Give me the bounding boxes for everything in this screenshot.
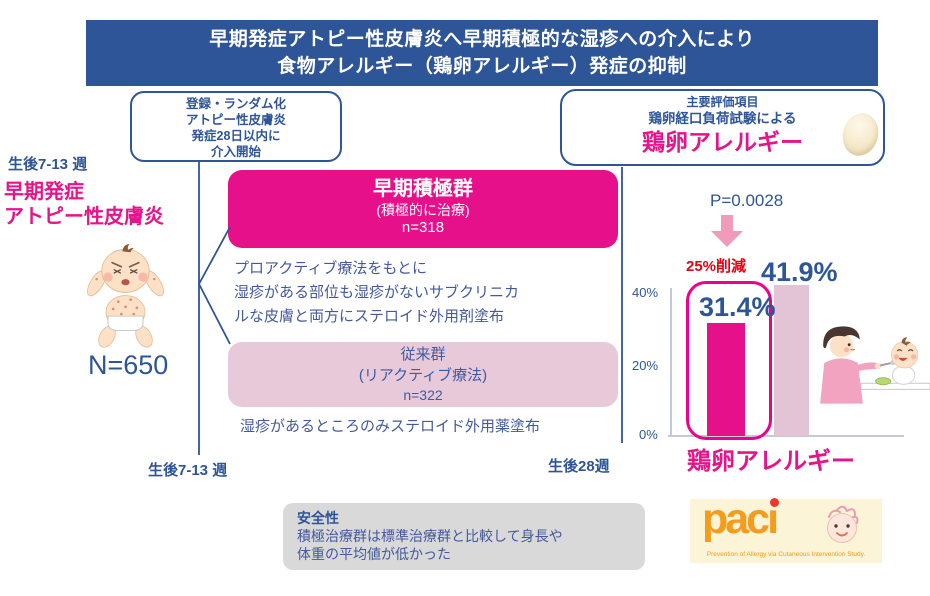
safety-line-2: 体重の平均値が低かった	[297, 546, 451, 562]
primary-endpoint-box: 主要評価項目 鶏卵経口負荷試験による 鶏卵アレルギー	[560, 89, 885, 166]
endpoint-line-1: 主要評価項目	[686, 95, 759, 109]
active-description-line-1: プロアクティブ療法をもとに	[234, 260, 428, 277]
conventional-value-label: 41.9%	[761, 257, 838, 287]
randomization-line-3: 発症28日以内に	[191, 129, 281, 143]
reduction-label: 25%削減	[686, 258, 747, 275]
timeline-end-label: 生後28週	[548, 458, 610, 475]
randomization-box: 登録・ランダム化 アトピー性皮膚炎 発症28日以内に 介入開始	[130, 91, 342, 162]
conventional-group-box: 従来群 (リアクティブ療法) n=322	[228, 342, 618, 407]
condition-label-line-2: アトピー性皮膚炎	[4, 206, 164, 228]
active-value-label: 31.4%	[699, 292, 776, 322]
safety-line-1: 積極治療群は標準治療群と比較して身長や	[297, 528, 563, 544]
randomization-line-4: 介入開始	[210, 145, 261, 159]
active-group-name: 早期積極群	[373, 178, 473, 200]
crying-baby-with-rash-icon	[78, 240, 173, 348]
randomization-line-1: 登録・ランダム化	[185, 97, 286, 111]
y-axis-tick-20: 20%	[632, 358, 659, 373]
conventional-group-bar	[774, 285, 809, 436]
age-label-top-left: 生後7-13 週	[8, 156, 88, 173]
y-axis-tick-40: 40%	[632, 285, 659, 300]
endpoint-line-2: 鶏卵経口負荷試験による	[648, 111, 797, 126]
baby-face-icon	[820, 503, 864, 547]
p-value-label: P=0.0028	[710, 191, 784, 210]
total-enrollment-label: N=650	[88, 350, 169, 380]
conventional-group-name: 従来群	[400, 346, 446, 363]
title-banner: 早期発症アトピー性皮膚炎へ早期積極的な湿疹への介入により 食物アレルギー（鶏卵ア…	[86, 20, 878, 86]
mother-feeding-baby-icon	[810, 316, 930, 416]
conventional-group-subtitle: (リアクティブ療法)	[358, 367, 488, 384]
timeline-start-label: 生後7-13 週	[148, 462, 228, 479]
active-description-line-3: ルな皮膚と両方にステロイド外用剤塗布	[234, 308, 505, 325]
safety-title: 安全性	[297, 510, 339, 526]
active-description-line-2: 湿疹がある部位も湿疹がないサブクリニカ	[234, 284, 520, 301]
chart-y-axis	[670, 288, 672, 436]
active-bar-highlight-outline	[686, 281, 772, 440]
down-arrow-icon	[711, 215, 743, 248]
active-group-box: 早期積極群 (積極的に治療) n=318	[228, 170, 618, 248]
chart-outcome-label: 鶏卵アレルギー	[687, 448, 855, 475]
safety-box: 安全性 積極治療群は標準治療群と比較して身長や 体重の平均値が低かった	[283, 503, 645, 570]
paci-logo-dot	[770, 498, 780, 507]
active-group-bar	[707, 322, 745, 436]
paci-study-logo: pacı Prevention of Allergy via Cutaneous…	[690, 495, 882, 563]
paci-logo-subtitle: Prevention of Allergy via Cutaneous Inte…	[706, 551, 866, 558]
active-group-description: プロアクティブ療法をもとに 湿疹がある部位も湿疹がないサブクリニカ ルな皮膚と両…	[234, 257, 626, 329]
endpoint-line-3: 鶏卵アレルギー	[642, 129, 803, 155]
branch-line-bottom	[198, 283, 231, 345]
y-axis-tick-0: 0%	[639, 427, 658, 442]
active-group-subtitle: (積極的に治療)	[376, 202, 470, 218]
branch-line-top	[198, 226, 231, 285]
paci-logo-word: pacı	[702, 491, 780, 547]
active-group-n: n=318	[401, 219, 445, 236]
title-line-2: 食物アレルギー（鶏卵アレルギー）発症の抑制	[277, 56, 687, 77]
randomization-line-2: アトピー性皮膚炎	[185, 113, 286, 127]
conventional-group-description: 湿疹があるところのみステロイド外用薬塗布	[240, 418, 541, 435]
conventional-group-n: n=322	[403, 387, 443, 403]
title-line-1: 早期発症アトピー性皮膚炎へ早期積極的な湿疹への介入により	[209, 29, 755, 50]
condition-label-line-1: 早期発症	[4, 181, 84, 203]
